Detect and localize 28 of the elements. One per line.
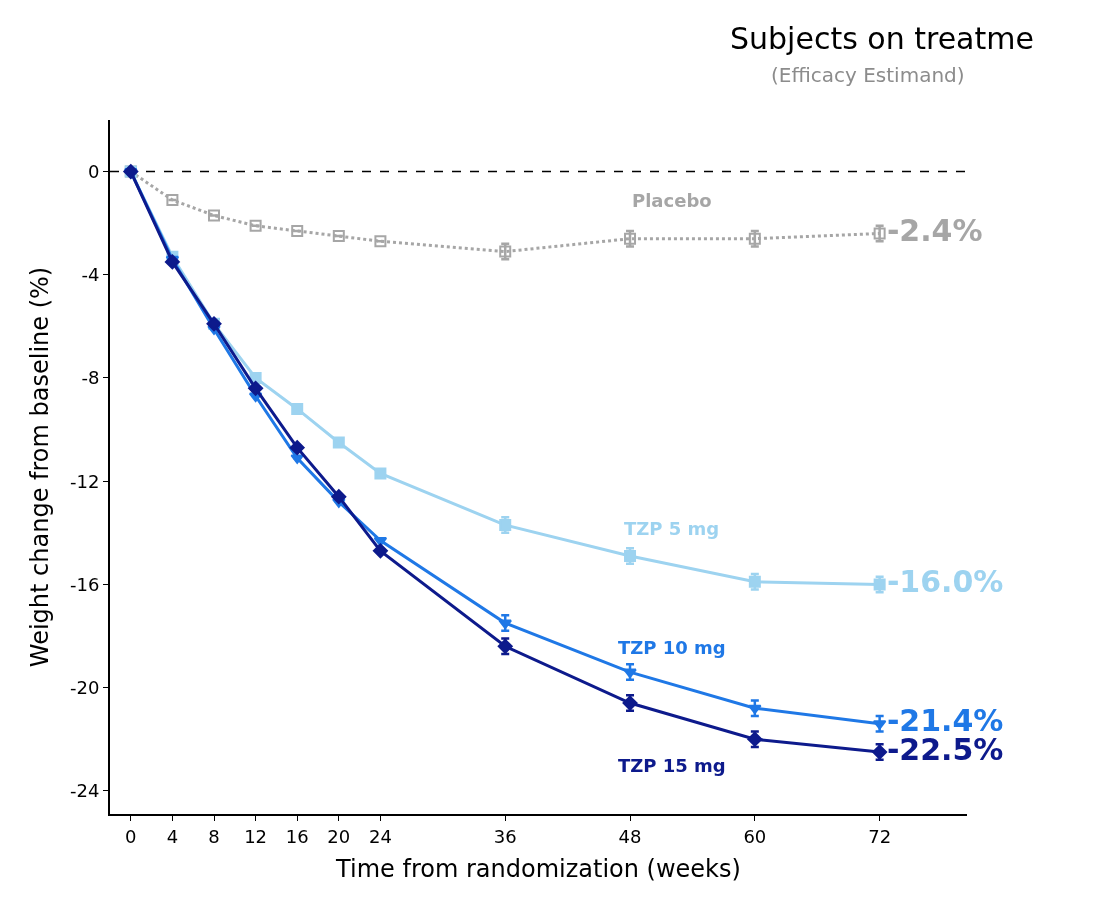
x-axis-title: Time from randomization (weeks) — [335, 855, 741, 884]
data-label: -16.0% — [886, 563, 1004, 599]
x-tick-label: 4 — [166, 825, 179, 847]
y-tick-label: -8 — [81, 367, 100, 389]
x-tick-label: 48 — [618, 825, 642, 847]
series-label: TZP 15 mg — [618, 755, 726, 776]
series-label: TZP 5 mg — [624, 518, 720, 539]
x-tick-label: 20 — [327, 825, 351, 847]
x-tick-label: 24 — [368, 825, 392, 847]
y-axis-title: Weight change from baseline (%) — [25, 266, 54, 668]
y-tick-label: 0 — [87, 160, 100, 182]
y-tick-label: -24 — [69, 780, 100, 802]
x-tick-label: 36 — [493, 825, 517, 847]
y-tick-label: -16 — [69, 573, 100, 595]
x-tick-label: 0 — [125, 825, 137, 847]
chart-subtitle: (Efficacy Estimand) — [771, 63, 965, 87]
chart-title: Subjects on treatme — [730, 21, 1034, 56]
series-label: TZP 10 mg — [618, 637, 726, 658]
y-tick-label: -20 — [69, 676, 100, 698]
x-tick-label: 8 — [208, 825, 220, 847]
series-label: Placebo — [632, 190, 712, 211]
x-tick-label: 60 — [743, 825, 767, 847]
x-tick-label: 12 — [244, 825, 268, 847]
x-tick-label: 72 — [868, 825, 892, 847]
x-tick-label: 16 — [285, 825, 309, 847]
y-tick-label: -12 — [69, 470, 100, 492]
y-tick-label: -4 — [81, 264, 100, 286]
data-label: -2.4% — [886, 213, 983, 249]
